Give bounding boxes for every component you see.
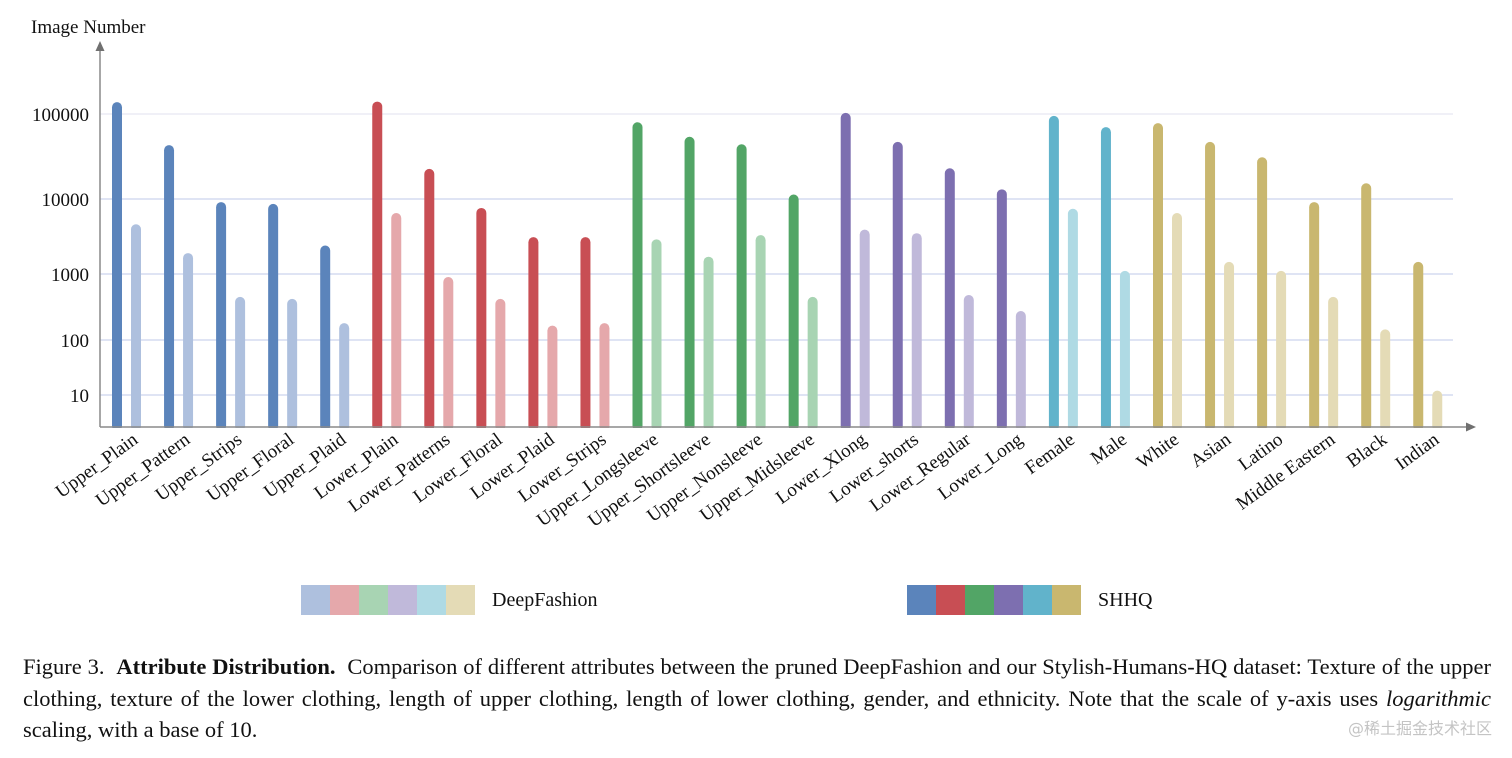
bar-shhq — [476, 207, 487, 431]
bar-deepfashion — [391, 213, 402, 431]
legend-shhq-swatch — [936, 585, 965, 615]
legend-deepfashion-swatch — [446, 585, 475, 615]
bar-deepfashion — [1380, 329, 1391, 431]
bar-shhq — [1153, 123, 1163, 431]
x-axis-arrow-icon — [1466, 422, 1476, 432]
y-axis-arrow-icon — [95, 41, 105, 51]
bar-deepfashion — [1328, 296, 1339, 431]
bar-shhq — [944, 168, 955, 432]
legend-deepfashion-label: DeepFashion — [492, 588, 598, 611]
bar-deepfashion — [1015, 311, 1026, 431]
x-tick-label: White — [1133, 429, 1183, 473]
bar-deepfashion — [339, 323, 350, 431]
legend-shhq-swatch — [1023, 585, 1052, 615]
x-tick-label: Black — [1343, 429, 1392, 472]
figure-caption: Figure 3. Attribute Distribution. Compar… — [23, 651, 1491, 746]
legend-deepfashion-swatch — [301, 585, 330, 615]
x-tick-label: Asian — [1187, 429, 1236, 472]
bar-shhq — [684, 136, 695, 432]
bar-shhq — [1100, 127, 1111, 432]
bar-deepfashion — [235, 296, 246, 431]
bar-deepfashion — [1067, 208, 1078, 431]
bar-deepfashion — [807, 296, 818, 431]
bar-shhq — [1413, 261, 1424, 431]
bar-deepfashion — [599, 323, 610, 431]
bar-shhq — [216, 202, 227, 431]
bar-deepfashion — [1172, 213, 1182, 431]
legend-deepfashion-swatch — [388, 585, 417, 615]
bar-shhq — [632, 122, 643, 431]
y-tick-label: 10 — [70, 386, 89, 407]
legend-deepfashion-swatch — [359, 585, 388, 615]
bar-deepfashion — [183, 253, 194, 431]
bar-shhq — [892, 141, 903, 431]
bar-shhq — [1257, 157, 1268, 431]
y-tick-label: 1000 — [51, 265, 89, 286]
bar-shhq — [1309, 202, 1320, 431]
x-tick-labels: Upper_PlainUpper_PatternUpper_StripsUppe… — [52, 429, 1444, 532]
caption-figure-number: Figure 3. — [23, 654, 105, 679]
bar-deepfashion — [495, 298, 506, 431]
bar-shhq — [1361, 183, 1372, 431]
legend-deepfashion-swatches — [301, 585, 475, 615]
legend-deepfashion-swatch — [330, 585, 359, 615]
bar-shhq — [268, 203, 279, 431]
x-tick-label: Female — [1021, 429, 1079, 479]
legend-deepfashion-swatch — [417, 585, 446, 615]
bar-shhq — [424, 168, 435, 431]
bar-deepfashion — [547, 325, 558, 431]
bar-shhq — [1205, 141, 1216, 431]
legend-shhq-swatch — [965, 585, 994, 615]
bar-deepfashion — [651, 239, 662, 431]
bar-shhq — [320, 245, 331, 431]
bars — [100, 101, 1466, 434]
y-tick-label: 100 — [61, 331, 90, 352]
axes — [95, 41, 1476, 432]
y-tick-label: 100000 — [32, 105, 89, 126]
bar-deepfashion — [131, 224, 141, 431]
attribute-distribution-chart: Image Number 10 100 1000 10000 100000 Upper_… — [31, 17, 1476, 532]
legend-deepfashion: DeepFashion — [301, 585, 598, 615]
y-axis-title: Image Number — [31, 17, 146, 38]
legend-shhq-swatch — [907, 585, 936, 615]
bar-shhq — [1048, 115, 1059, 431]
legend-shhq-swatch — [994, 585, 1023, 615]
bar-shhq — [996, 189, 1007, 431]
caption-text-1: Comparison of different attributes betwe… — [23, 654, 1492, 711]
legend-shhq-swatch — [1052, 585, 1081, 615]
bar-deepfashion — [1224, 261, 1235, 431]
caption-title: Attribute Distribution. — [116, 654, 336, 679]
bar-deepfashion — [1276, 270, 1287, 431]
y-tick-labels: 10 100 1000 10000 100000 — [32, 105, 89, 407]
bar-deepfashion — [703, 256, 714, 431]
bar-shhq — [372, 101, 383, 432]
x-tick-label: Male — [1087, 429, 1131, 469]
bar-shhq — [112, 102, 122, 431]
bar-deepfashion — [443, 277, 454, 431]
bar-shhq — [528, 237, 539, 431]
legend-shhq-swatches — [907, 585, 1081, 615]
bar-deepfashion — [859, 229, 870, 431]
gridlines — [100, 113, 1453, 396]
bar-deepfashion — [963, 295, 974, 431]
bar-deepfashion — [1119, 270, 1130, 431]
bar-shhq — [840, 112, 851, 431]
caption-text-2: scaling, with a base of 10. — [23, 717, 258, 742]
x-tick-label: Indian — [1392, 429, 1444, 475]
y-tick-label: 10000 — [42, 190, 90, 211]
baseline-mask — [100, 428, 1466, 434]
caption-italic-word: logarithmic — [1386, 685, 1492, 711]
legend-shhq-label: SHHQ — [1098, 588, 1153, 611]
bar-deepfashion — [1432, 390, 1443, 431]
bar-deepfashion — [911, 233, 922, 431]
bar-shhq — [580, 237, 591, 431]
watermark: @稀土掘金技术社区 — [1347, 719, 1492, 738]
bar-shhq — [164, 145, 175, 431]
bar-shhq — [736, 144, 747, 431]
bar-shhq — [788, 194, 799, 431]
bar-deepfashion — [287, 298, 298, 431]
bar-deepfashion — [755, 235, 766, 431]
legend-shhq: SHHQ — [907, 585, 1152, 615]
